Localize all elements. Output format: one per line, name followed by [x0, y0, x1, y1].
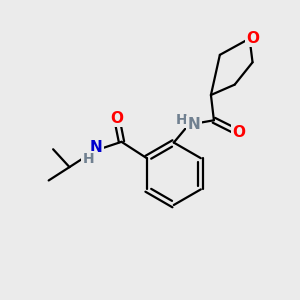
Text: O: O: [232, 125, 245, 140]
Text: H: H: [176, 113, 187, 127]
Text: N: N: [90, 140, 103, 155]
Text: N: N: [188, 117, 200, 132]
Text: H: H: [82, 152, 94, 166]
Text: O: O: [110, 110, 124, 125]
Text: O: O: [247, 31, 260, 46]
